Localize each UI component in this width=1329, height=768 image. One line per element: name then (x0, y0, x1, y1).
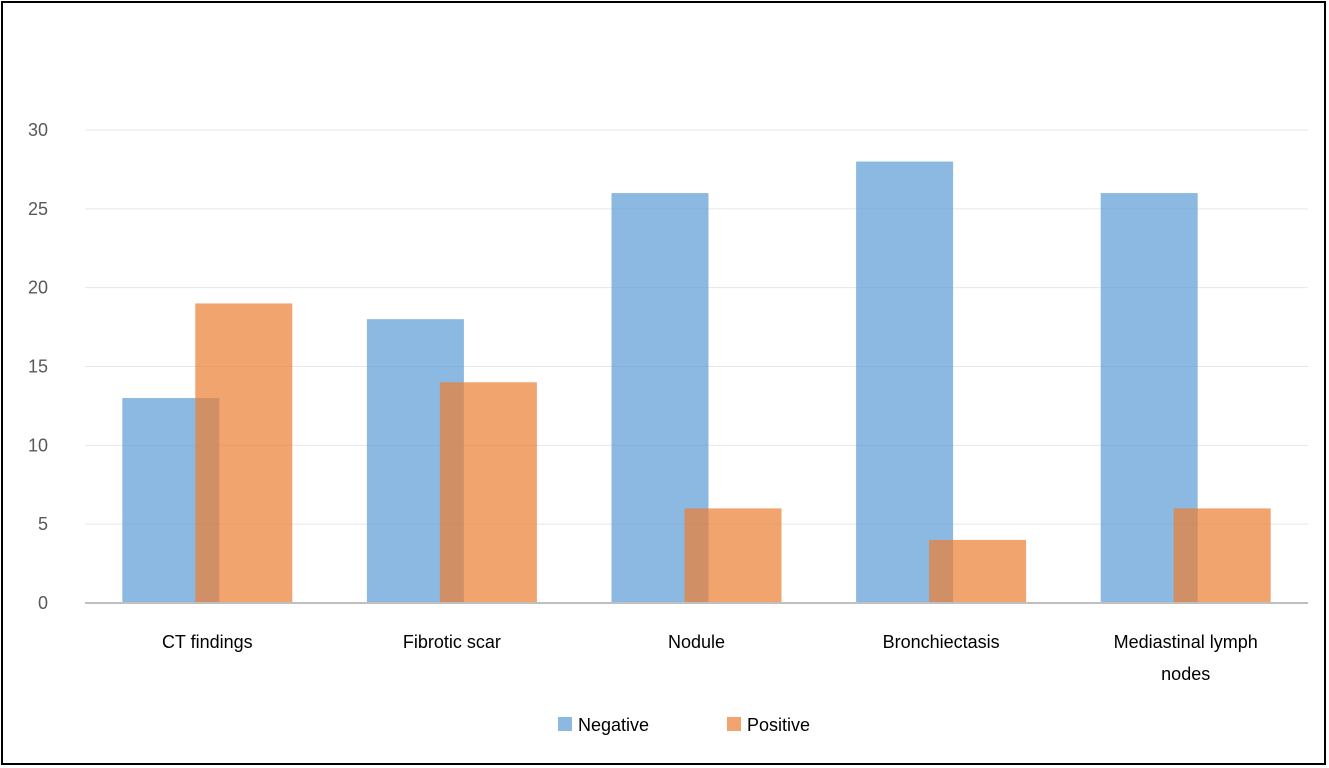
legend-swatch-positive (727, 717, 741, 731)
legend-label-positive: Positive (747, 715, 810, 735)
bar-negative-3 (856, 161, 954, 604)
bar-chart: 0 5 10 15 20 25 30 CT findings Fibrotic scar Nod… (28, 120, 1308, 735)
legend: Negative Positive (558, 715, 810, 735)
y-tick-label: 0 (38, 593, 48, 613)
y-axis-ticks: 0 5 10 15 20 25 30 (28, 120, 48, 613)
bar-positive-2 (684, 508, 782, 603)
bars (122, 161, 1271, 604)
category-label: Fibrotic scar (403, 632, 501, 652)
legend-swatch-negative (558, 717, 572, 731)
legend-label-negative: Negative (578, 715, 649, 735)
y-tick-label: 30 (28, 120, 48, 140)
category-labels: CT findings Fibrotic scar Nodule Bronchiect… (162, 632, 1258, 684)
category-label: CT findings (162, 632, 253, 652)
y-tick-label: 20 (28, 278, 48, 298)
y-tick-label: 10 (28, 435, 48, 455)
category-label: Mediastinal lymph nodes (1114, 632, 1258, 684)
bar-positive-1 (439, 382, 537, 603)
category-label: Nodule (668, 632, 725, 652)
y-tick-label: 5 (38, 514, 48, 534)
y-tick-label: 25 (28, 199, 48, 219)
category-label: Bronchiectasis (883, 632, 1000, 652)
y-tick-label: 15 (28, 357, 48, 377)
bar-positive-3 (929, 539, 1027, 603)
bar-positive-0 (195, 303, 293, 603)
bar-positive-4 (1173, 508, 1271, 603)
